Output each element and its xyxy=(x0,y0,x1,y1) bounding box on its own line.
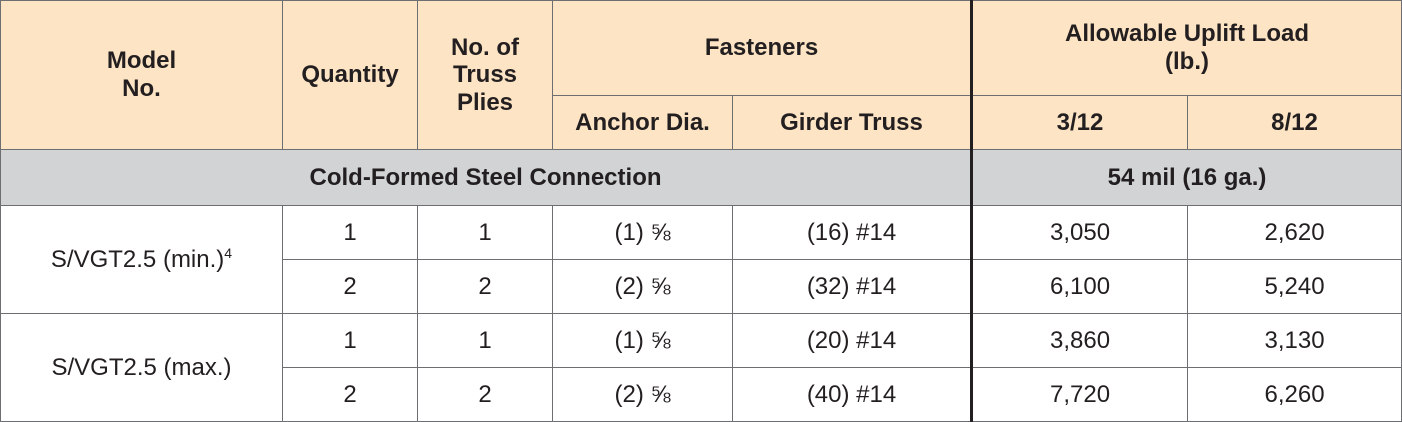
data-cell: 3,050 xyxy=(970,205,1189,260)
section-cell: Cold-Formed Steel Connection xyxy=(0,149,973,206)
data-cell: (16) #14 xyxy=(731,205,973,260)
header-cell: Quantity xyxy=(282,0,418,150)
header-cell: 3/12 xyxy=(970,95,1189,150)
data-cell: 1 xyxy=(282,205,418,260)
data-cell: (20) #14 xyxy=(731,313,973,368)
data-cell: 2 xyxy=(417,367,553,422)
data-cell: 5,240 xyxy=(1187,259,1402,314)
header-cell: Girder Truss xyxy=(731,95,973,150)
data-cell: (1) ⅝ xyxy=(552,205,733,260)
table-row: S/VGT2.5 (max.) 1 1 (1) ⅝ (20) #14 3,860 3,130 xyxy=(0,313,1402,422)
model-name: S/VGT2.5 (max.) xyxy=(51,353,232,381)
data-cell: 2 xyxy=(282,367,418,422)
data-cell: 3,130 xyxy=(1187,313,1402,368)
data-cell: (2) ⅝ xyxy=(552,367,733,422)
data-cell: 1 xyxy=(417,313,553,368)
data-cell: 2 xyxy=(282,259,418,314)
data-cell: (40) #14 xyxy=(731,367,973,422)
data-cell: 3,860 xyxy=(970,313,1189,368)
data-cell: (32) #14 xyxy=(731,259,973,314)
data-cell: 1 xyxy=(282,313,418,368)
header-cell: Allowable Uplift Load (lb.) xyxy=(970,0,1402,96)
model-cell: S/VGT2.5 (min.)4 xyxy=(0,205,283,314)
data-cell: 2 xyxy=(417,259,553,314)
table-row: 2 2 (2) ⅝ (40) #14 7,720 6,260 xyxy=(1,367,1402,422)
section-cell: 54 mil (16 ga.) xyxy=(970,149,1402,206)
data-cell: 1 xyxy=(417,205,553,260)
header-cell: Anchor Dia. xyxy=(552,95,733,150)
header-cell: Fasteners xyxy=(551,0,973,96)
model-cell: S/VGT2.5 (max.) xyxy=(0,313,283,422)
data-cell: (1) ⅝ xyxy=(552,313,733,368)
table-body: Cold-Formed Steel Connection 54 mil (16 … xyxy=(0,149,1402,422)
header-cell: Model No. xyxy=(0,0,283,150)
data-cell: 6,100 xyxy=(970,259,1189,314)
data-cell: 7,720 xyxy=(970,367,1189,422)
header-cell: 8/12 xyxy=(1187,95,1402,150)
model-name: S/VGT2.5 (min.) xyxy=(50,245,225,273)
header-cell: No. of Truss Plies xyxy=(417,0,553,150)
table-row: S/VGT2.5 (min.)4 1 1 (1) ⅝ (16) #14 3,050 2,62… xyxy=(0,205,1402,314)
data-cell: (2) ⅝ xyxy=(552,259,733,314)
data-cell: 2,620 xyxy=(1187,205,1402,260)
data-cell: 6,260 xyxy=(1187,367,1402,422)
footnote: 4 xyxy=(224,244,233,261)
table-row: 2 2 (2) ⅝ (32) #14 6,100 5,240 xyxy=(1,259,1402,314)
